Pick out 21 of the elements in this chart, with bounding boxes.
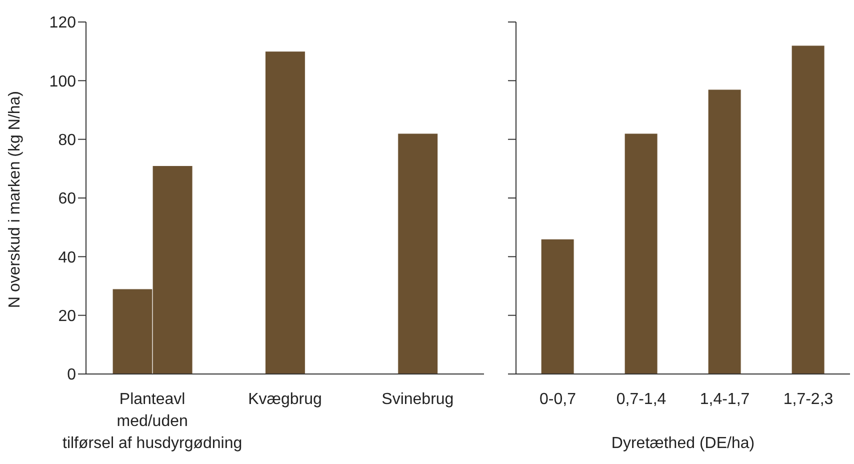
y-tick-label: 40 [58, 249, 76, 266]
bar [708, 89, 742, 374]
y-axis-title: N overskud i marken (kg N/ha) [6, 91, 24, 308]
x-tick-label: 0,7-1,4 [616, 391, 666, 408]
x-tick-label: 0-0,7 [540, 391, 576, 408]
x-tick-label: Kvægbrug [248, 391, 322, 408]
y-tick-label: 100 [49, 73, 76, 90]
bar [791, 45, 825, 374]
bar [624, 133, 658, 374]
bar [398, 133, 438, 374]
bar [540, 238, 574, 374]
y-tick-label: 80 [58, 132, 76, 150]
y-tick-label: 60 [58, 190, 76, 208]
y-tick-label: 20 [58, 308, 76, 326]
y-tick-label: 0 [67, 366, 76, 384]
x-axis-title: Dyretæthed (DE/ha) [611, 435, 755, 452]
x-tick-label: 1,4-1,7 [700, 391, 750, 408]
y-tick-label: 120 [49, 14, 76, 32]
x-tick-label: 1,7-2,3 [783, 391, 834, 408]
x-tick-label: Planteavl med/uden tilførsel af husdyrgødning [62, 391, 242, 452]
x-tick-label: Svinebrug [382, 391, 454, 408]
